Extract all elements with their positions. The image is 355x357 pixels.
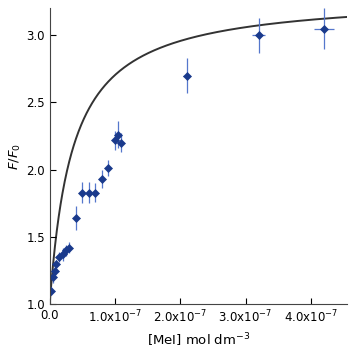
Y-axis label: $F/F_0$: $F/F_0$ (8, 143, 23, 170)
X-axis label: [MeI] mol dm$^{-3}$: [MeI] mol dm$^{-3}$ (147, 331, 250, 349)
